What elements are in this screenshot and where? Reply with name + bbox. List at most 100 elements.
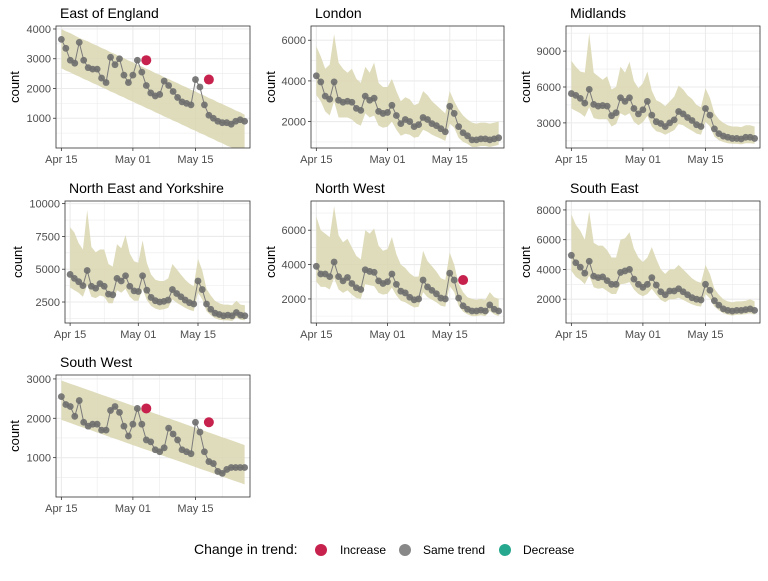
panel-border [55, 374, 251, 498]
data-point [57, 35, 65, 43]
data-point [450, 276, 458, 284]
data-point [156, 91, 164, 98]
increase-point [458, 275, 469, 286]
data-point [441, 128, 449, 136]
panel-border [565, 200, 761, 324]
data-point [120, 71, 128, 79]
x-tick-label: May 01 [115, 154, 151, 166]
data-point [648, 111, 656, 119]
data-point [142, 82, 150, 89]
data-point [147, 438, 155, 446]
panel-title: East of England [60, 5, 159, 21]
data-point [330, 78, 338, 86]
data-point [165, 424, 173, 432]
data-point [187, 450, 195, 458]
data-point [201, 448, 208, 456]
data-point [626, 94, 633, 102]
data-point [424, 116, 431, 123]
data-point [133, 405, 141, 412]
y-axis-label: count [7, 420, 22, 452]
data-point [370, 268, 378, 276]
panel-title: South West [60, 354, 132, 370]
data-point [711, 125, 718, 133]
data-point [116, 408, 123, 416]
data-point [165, 82, 173, 89]
trend-band [61, 380, 245, 485]
y-axis-label: count [263, 71, 278, 103]
y-tick-label: 2000 [27, 413, 51, 425]
panel-north-west: 2000 4000 6000 Apr 15 May 01 May 15 North West… [263, 180, 505, 341]
data-point [66, 271, 74, 278]
data-point [401, 289, 409, 297]
data-point [419, 276, 427, 284]
data-point [639, 106, 647, 114]
data-point [652, 281, 660, 289]
data-point [196, 83, 204, 91]
data-point [71, 59, 79, 67]
data-point [481, 307, 489, 315]
data-point [384, 278, 391, 286]
legend-label: Same trend [423, 543, 485, 557]
data-point [576, 263, 584, 271]
data-point [670, 116, 678, 124]
panel-london: 2000 4000 6000 Apr 15 May 01 May 15 London coun… [263, 5, 505, 166]
data-point [626, 266, 633, 273]
y-tick-label: 7500 [36, 231, 60, 243]
x-tick-label: May 01 [369, 329, 405, 341]
data-point [361, 92, 369, 100]
data-point [79, 282, 87, 290]
legend-item-same-trend: Same trend [399, 543, 485, 557]
data-point [648, 274, 656, 282]
data-point [612, 280, 620, 288]
data-point [630, 275, 638, 283]
data-point [643, 280, 651, 288]
panel-east-of-england: 1000 2000 3000 4000 Apr 15 May 01 May 15 East o… [7, 5, 251, 166]
data-point [111, 403, 119, 410]
legend-item-decrease: Decrease [499, 543, 575, 557]
data-point [117, 277, 125, 285]
data-point [111, 61, 119, 69]
data-point [446, 269, 454, 277]
data-point [397, 120, 405, 127]
x-tick-label: May 01 [625, 154, 661, 166]
data-point [317, 78, 325, 86]
x-tick-label: May 01 [369, 154, 405, 166]
y-tick-label: 3000 [27, 54, 51, 66]
data-point [326, 273, 334, 281]
data-point [464, 132, 471, 140]
legend: Change in trend: Increase Same trend Decrea… [194, 541, 575, 557]
data-point [174, 94, 181, 101]
x-tick-label: May 15 [432, 154, 468, 166]
panel-south-west: 1000 2000 3000 Apr 15 May 01 May 15 South West… [7, 354, 251, 515]
x-tick-label: May 01 [120, 329, 156, 341]
y-tick-label: 2000 [537, 294, 561, 306]
increase-point [141, 55, 152, 66]
data-point [160, 444, 168, 452]
y-tick-label: 3000 [537, 118, 561, 130]
trend-band [61, 29, 245, 148]
data-point [203, 300, 210, 308]
data-point [125, 79, 132, 86]
data-point [192, 76, 199, 83]
data-point [581, 99, 589, 107]
data-point [433, 290, 440, 298]
data-point [441, 295, 449, 303]
y-tick-label: 5000 [36, 264, 60, 276]
data-point [388, 270, 396, 278]
data-point [495, 307, 503, 315]
data-point [102, 79, 110, 86]
data-point [107, 53, 114, 61]
data-point [599, 273, 607, 281]
data-point [71, 412, 79, 420]
data-point [357, 106, 365, 114]
data-point [134, 288, 142, 295]
data-point [80, 56, 88, 64]
panel-midlands: 3000 6000 9000 Apr 15 May 01 May 15 Midlands co… [518, 5, 761, 166]
data-point [706, 111, 714, 119]
x-tick-label: May 15 [687, 329, 723, 341]
y-tick-label: 6000 [282, 225, 306, 237]
legend-title: Change in trend: [194, 541, 298, 557]
data-point [207, 305, 215, 313]
data-point [83, 267, 91, 274]
data-point [415, 295, 423, 303]
